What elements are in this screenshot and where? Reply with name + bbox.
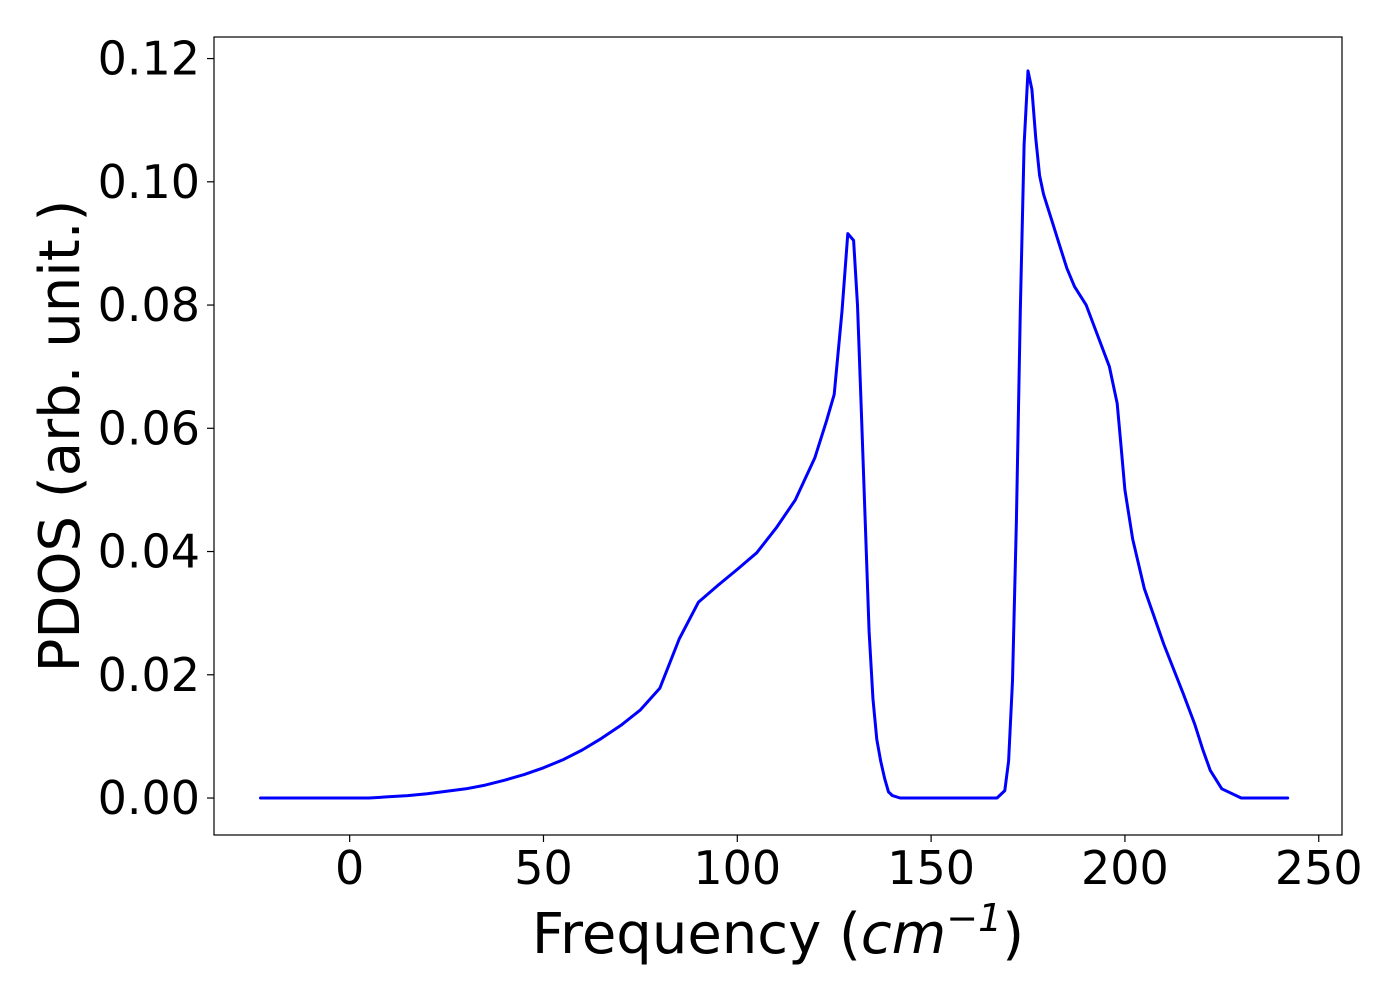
x-tick-label: 100	[693, 841, 781, 895]
x-tick-label: 250	[1275, 841, 1363, 895]
x-tick-label: 200	[1081, 841, 1169, 895]
x-axis-title-unit: cm	[861, 902, 946, 967]
y-tick-label: 0.10	[98, 155, 200, 209]
y-axis-ticks: 0.00 0.02 0.04 0.06 0.08 0.10 0.12	[98, 32, 214, 825]
y-tick-label: 0.00	[98, 771, 200, 825]
x-axis-title-suffix: )	[1002, 902, 1024, 967]
x-axis-title-exponent: −1	[946, 896, 1002, 940]
x-axis-ticks: 0 50 100 150 200 250	[335, 835, 1363, 895]
y-tick-label: 0.08	[98, 278, 200, 332]
x-axis-title: Frequency (cm−1)	[532, 896, 1024, 967]
y-tick-label: 0.06	[98, 401, 200, 455]
y-tick-label: 0.12	[98, 32, 200, 86]
x-tick-label: 0	[335, 841, 364, 895]
y-tick-label: 0.04	[98, 525, 200, 579]
y-tick-label: 0.02	[98, 648, 200, 702]
series-layer	[259, 69, 1290, 800]
x-tick-label: 50	[514, 841, 573, 895]
plot-area-frame	[213, 36, 1343, 836]
y-axis-title: PDOS (arb. unit.)	[28, 200, 93, 673]
series-line-0	[259, 69, 1290, 800]
x-tick-label: 150	[887, 841, 975, 895]
x-axis-title-prefix: Frequency (	[532, 902, 861, 967]
